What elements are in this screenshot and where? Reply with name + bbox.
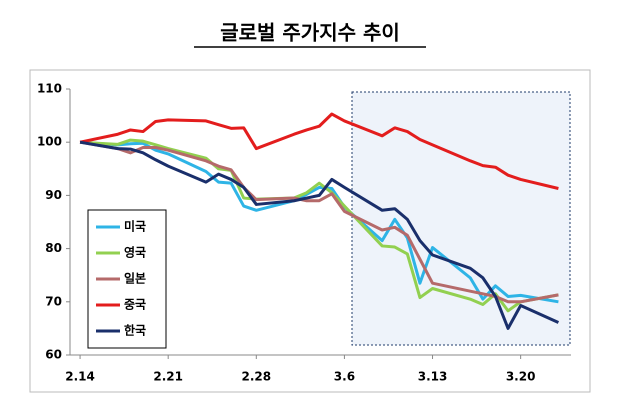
y-tick-label: 100 bbox=[37, 135, 62, 149]
legend-label: 중국 bbox=[124, 298, 146, 312]
legend-label: 한국 bbox=[124, 323, 146, 338]
x-tick-label: 3.6 bbox=[334, 370, 355, 384]
legend-label: 영국 bbox=[124, 245, 146, 260]
x-tick-label: 2.28 bbox=[241, 370, 271, 384]
highlight-region bbox=[351, 91, 571, 346]
x-tick-label: 2.21 bbox=[153, 370, 183, 384]
chart-frame bbox=[29, 69, 591, 393]
series-line bbox=[79, 138, 559, 313]
chart-title: 글로벌 주가지수 추이 bbox=[220, 21, 400, 45]
series-line bbox=[79, 140, 560, 330]
y-tick-label: 110 bbox=[37, 82, 62, 96]
x-tick-label: 3.13 bbox=[418, 370, 448, 384]
series-line bbox=[79, 112, 559, 190]
x-tick-label: 2.14 bbox=[65, 370, 95, 384]
y-tick-label: 70 bbox=[45, 294, 62, 308]
y-tick-label: 60 bbox=[45, 348, 62, 362]
legend-label: 일본 bbox=[124, 272, 146, 286]
series-line bbox=[79, 140, 559, 304]
y-tick-label: 80 bbox=[45, 241, 62, 255]
x-tick-label: 3.20 bbox=[506, 370, 536, 384]
legend-label: 미국 bbox=[124, 219, 146, 234]
y-tick-label: 90 bbox=[45, 188, 62, 202]
